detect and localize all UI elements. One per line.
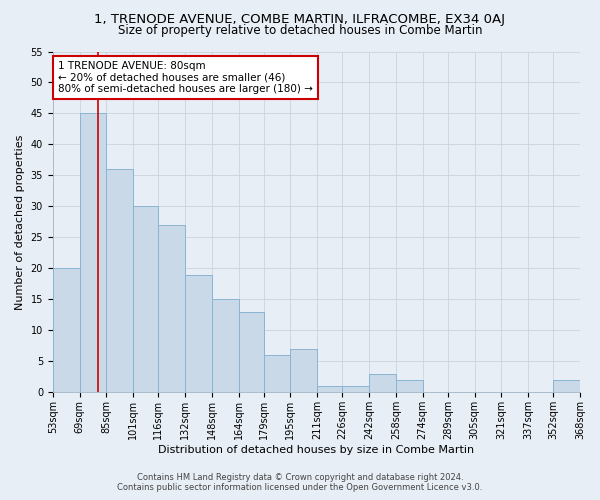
Bar [263, 355, 290, 393]
Bar [133, 206, 158, 392]
Text: Contains HM Land Registry data © Crown copyright and database right 2024.
Contai: Contains HM Land Registry data © Crown c… [118, 473, 482, 492]
Bar [317, 386, 343, 392]
X-axis label: Distribution of detached houses by size in Combe Martin: Distribution of detached houses by size … [158, 445, 475, 455]
Bar [290, 349, 317, 393]
Bar [553, 380, 580, 392]
Bar [396, 380, 422, 392]
Text: 1, TRENODE AVENUE, COMBE MARTIN, ILFRACOMBE, EX34 0AJ: 1, TRENODE AVENUE, COMBE MARTIN, ILFRACO… [95, 12, 505, 26]
Bar [343, 386, 369, 392]
Text: Size of property relative to detached houses in Combe Martin: Size of property relative to detached ho… [118, 24, 482, 37]
Text: 1 TRENODE AVENUE: 80sqm
← 20% of detached houses are smaller (46)
80% of semi-de: 1 TRENODE AVENUE: 80sqm ← 20% of detache… [58, 61, 313, 94]
Bar [53, 268, 80, 392]
Y-axis label: Number of detached properties: Number of detached properties [15, 134, 25, 310]
Bar [212, 300, 239, 392]
Bar [80, 114, 106, 392]
Bar [369, 374, 396, 392]
Bar [106, 170, 133, 392]
Bar [158, 225, 185, 392]
Bar [239, 312, 263, 392]
Bar [185, 274, 212, 392]
